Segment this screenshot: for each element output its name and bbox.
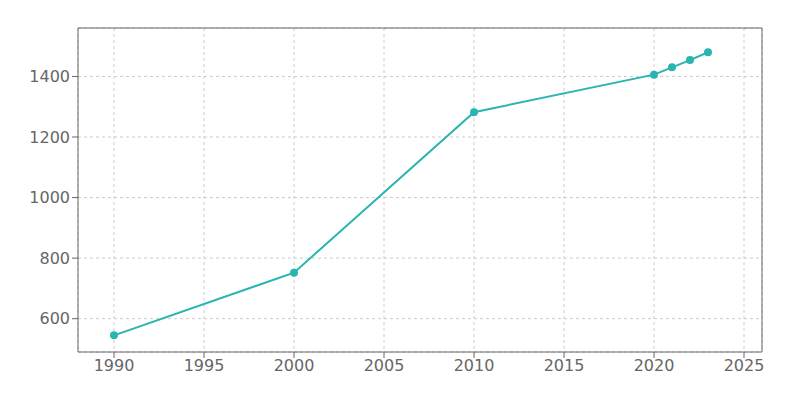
svg-text:1000: 1000 xyxy=(29,188,70,207)
svg-text:1400: 1400 xyxy=(29,67,70,86)
svg-text:600: 600 xyxy=(39,309,70,328)
svg-text:2000: 2000 xyxy=(274,356,315,375)
svg-text:2025: 2025 xyxy=(724,356,765,375)
svg-text:800: 800 xyxy=(39,249,70,268)
svg-text:2015: 2015 xyxy=(544,356,585,375)
svg-text:2010: 2010 xyxy=(454,356,495,375)
svg-text:1200: 1200 xyxy=(29,128,70,147)
svg-text:2020: 2020 xyxy=(634,356,675,375)
svg-text:2005: 2005 xyxy=(364,356,405,375)
svg-text:1990: 1990 xyxy=(94,356,135,375)
svg-text:1995: 1995 xyxy=(184,356,225,375)
